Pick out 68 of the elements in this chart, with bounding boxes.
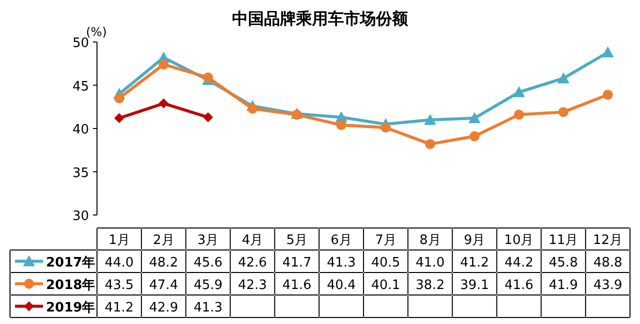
data-label: 43.5 — [104, 278, 134, 293]
data-label: 42.9 — [149, 300, 178, 316]
y-tick-label: 40 — [72, 122, 89, 138]
y-tick-label: 50 — [72, 36, 89, 51]
data-label: 40.5 — [371, 255, 400, 270]
x-tick-label: 7月 — [375, 233, 396, 248]
point — [558, 107, 568, 118]
chart-title: 中国品牌乘用车市场份额 — [232, 9, 409, 28]
x-tick-label: 6月 — [330, 233, 352, 248]
data-label: 45.9 — [194, 278, 223, 293]
y-tick-label: 30 — [72, 209, 89, 224]
data-label: 41.6 — [504, 278, 534, 293]
x-tick-label: 2月 — [152, 233, 174, 248]
x-tick-label: 8月 — [419, 233, 441, 248]
data-label: 41.6 — [282, 278, 312, 293]
x-tick-label: 12月 — [593, 233, 623, 248]
y-tick-label: 35 — [72, 166, 89, 181]
x-tick-label: 9月 — [464, 233, 486, 248]
data-label: 44.0 — [104, 255, 134, 270]
point — [158, 59, 169, 70]
point — [247, 104, 258, 114]
data-label: 41.3 — [326, 255, 356, 270]
point — [424, 114, 436, 125]
point — [203, 72, 214, 82]
data-label: 41.3 — [194, 300, 223, 316]
y-axis-title: (%) — [86, 25, 107, 39]
data-label: 41.0 — [416, 255, 445, 270]
point — [114, 93, 124, 104]
point — [514, 110, 524, 120]
data-label: 41.9 — [548, 278, 578, 293]
point — [425, 139, 436, 150]
data-label: 48.2 — [149, 255, 178, 270]
point — [158, 98, 169, 108]
legend-label: 2017年 — [46, 255, 96, 270]
legend-label: 2019年 — [46, 300, 96, 316]
point — [602, 46, 614, 58]
point — [114, 113, 124, 124]
data-label: 47.4 — [149, 278, 178, 293]
point — [468, 112, 481, 124]
point — [512, 86, 525, 98]
x-tick-label: 4月 — [242, 233, 264, 248]
x-tick-label: 11月 — [548, 233, 578, 248]
data-label: 42.6 — [238, 255, 267, 270]
data-label: 44.2 — [504, 255, 534, 270]
x-tick-label: 3月 — [197, 233, 219, 248]
data-label: 41.2 — [104, 300, 134, 316]
data-label: 43.9 — [593, 278, 622, 293]
data-label: 38.2 — [416, 278, 445, 293]
data-label: 42.3 — [238, 278, 267, 293]
data-label: 40.1 — [371, 278, 400, 293]
point — [380, 122, 391, 133]
point — [557, 72, 570, 84]
x-tick-label: 10月 — [504, 233, 534, 248]
legend-label: 2018年 — [46, 278, 96, 293]
data-label: 41.2 — [460, 255, 490, 270]
point — [203, 112, 214, 122]
x-tick-label: 5月 — [286, 233, 308, 248]
y-tick-label: 45 — [72, 79, 89, 94]
data-label: 45.8 — [548, 255, 578, 270]
point — [602, 90, 613, 100]
x-tick-label: 1月 — [108, 233, 130, 248]
data-label: 48.8 — [593, 255, 622, 270]
data-label: 40.4 — [326, 278, 356, 293]
data-label: 41.7 — [282, 255, 312, 270]
point — [470, 131, 480, 142]
data-label: 45.6 — [194, 255, 223, 270]
data-label: 39.1 — [460, 278, 490, 293]
point — [336, 120, 346, 130]
